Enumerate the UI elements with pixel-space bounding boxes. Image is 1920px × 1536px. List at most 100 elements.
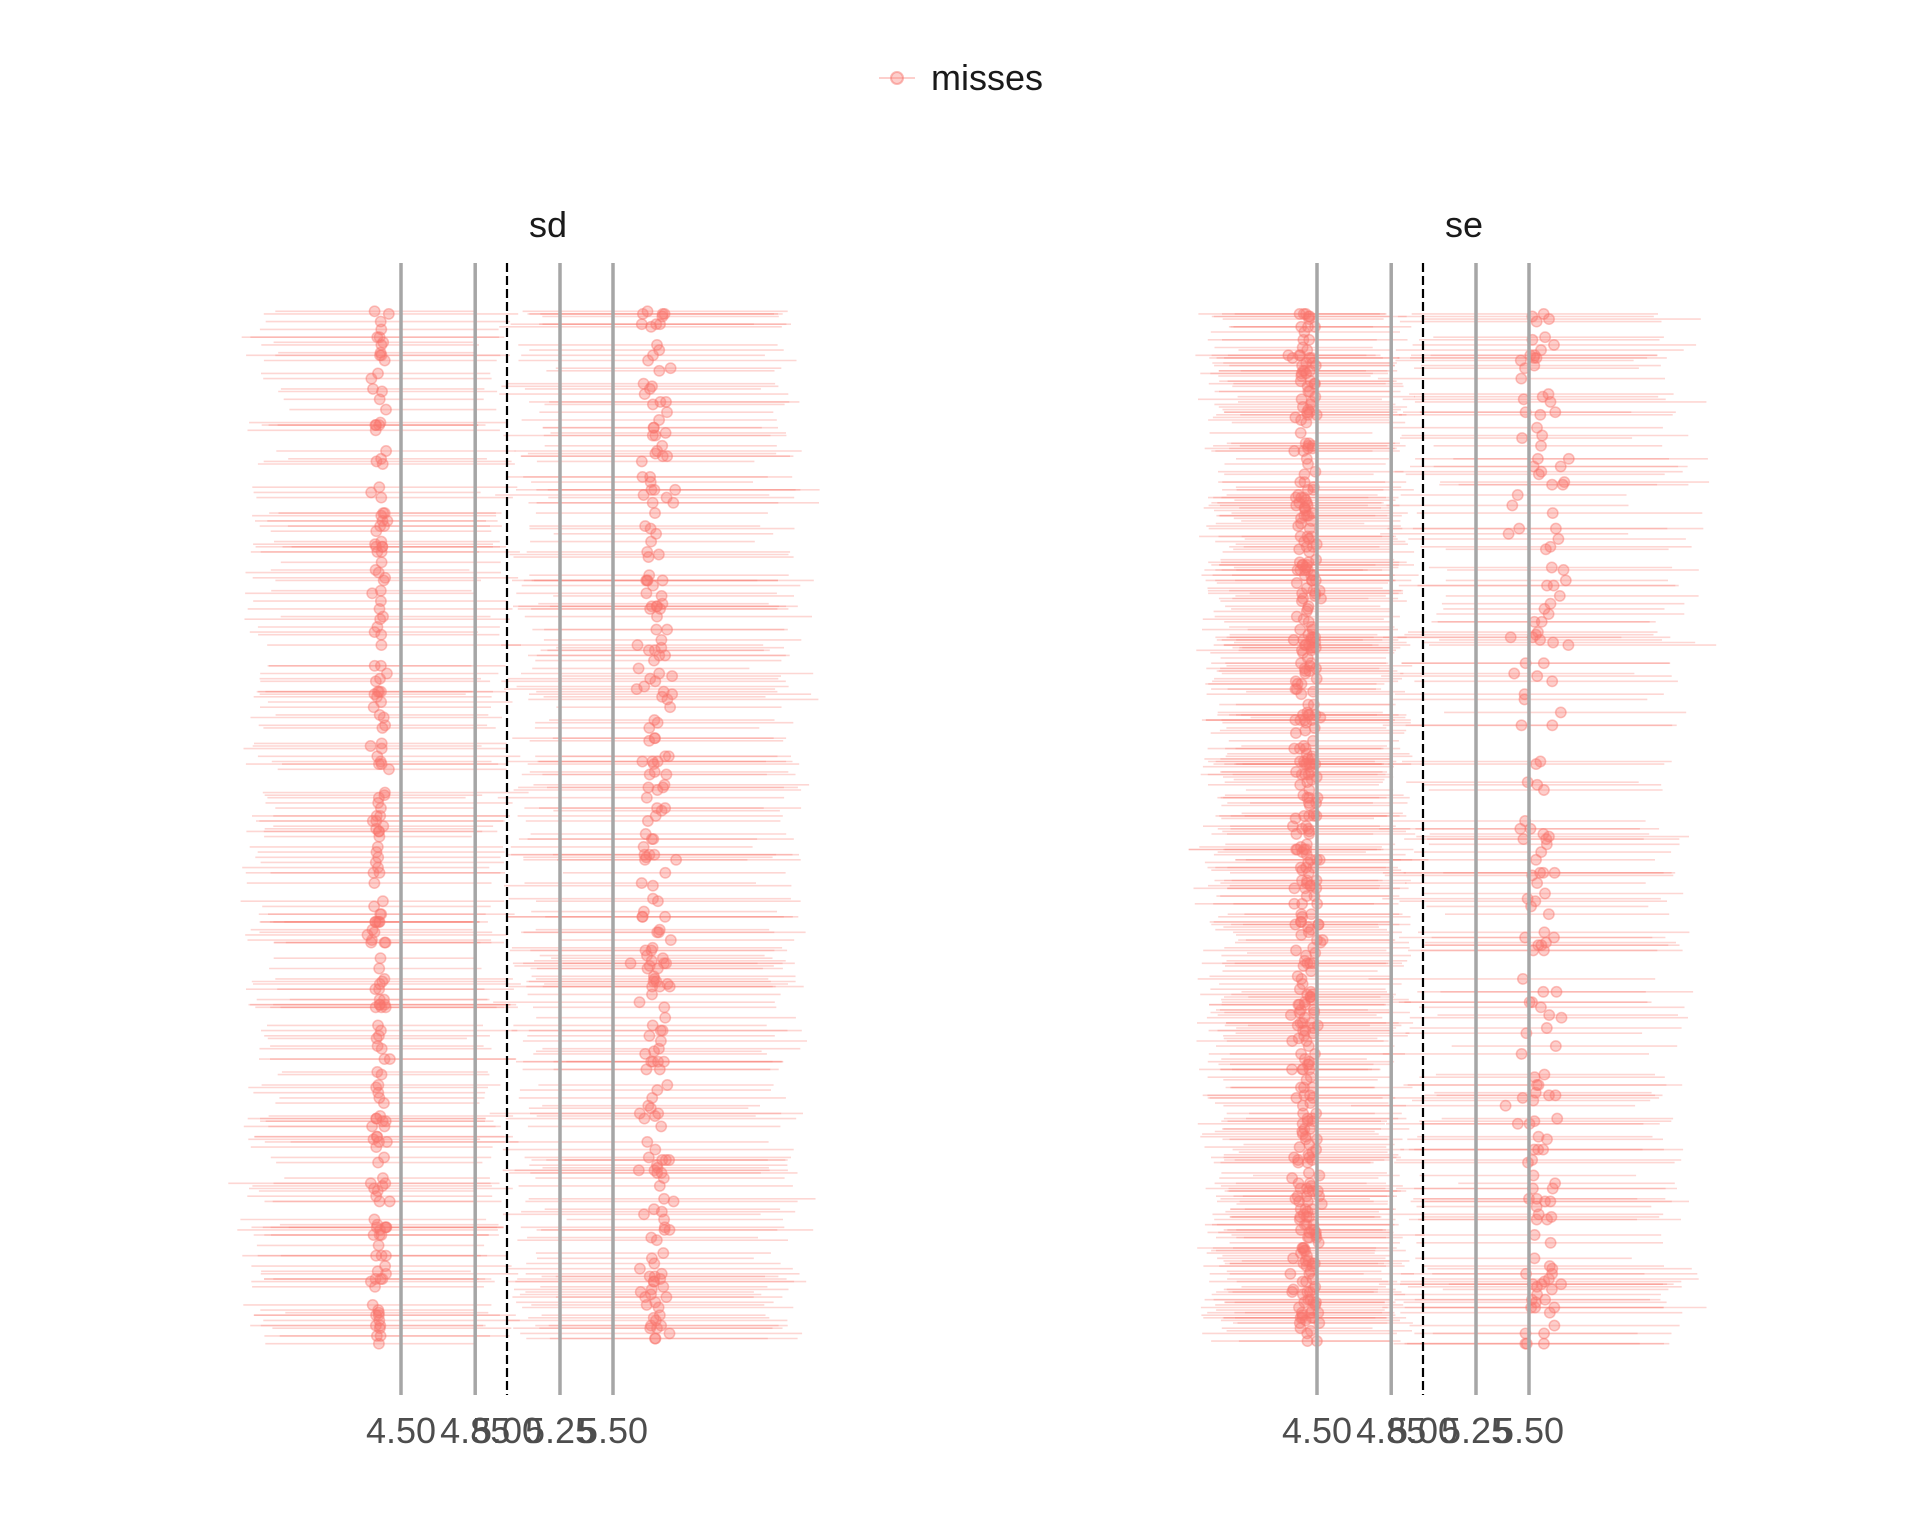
data-point <box>660 491 673 504</box>
data-point <box>1298 569 1311 582</box>
data-point <box>383 1195 396 1208</box>
data-point <box>1302 533 1315 545</box>
data-point <box>661 1079 674 1091</box>
data-point <box>1553 589 1566 602</box>
data-point <box>1300 1218 1313 1231</box>
data-point <box>1303 828 1316 840</box>
data-point <box>642 1099 655 1112</box>
data-point <box>656 1154 669 1166</box>
data-point <box>1535 846 1548 859</box>
data-point <box>1302 822 1315 835</box>
data-point <box>1300 1073 1313 1086</box>
data-point <box>1295 512 1307 525</box>
data-point <box>374 1110 387 1122</box>
data-point <box>1298 501 1311 514</box>
data-point <box>1289 918 1302 931</box>
data-point <box>1552 533 1565 545</box>
data-point <box>377 711 390 724</box>
data-point <box>641 962 654 975</box>
data-point <box>1515 1047 1528 1060</box>
data-point <box>1296 708 1309 721</box>
data-point <box>374 1273 387 1285</box>
data-point <box>645 483 658 496</box>
data-point <box>372 1306 385 1319</box>
data-point <box>646 879 659 892</box>
data-point <box>1303 1063 1316 1076</box>
data-point <box>653 923 666 936</box>
data-point <box>376 514 389 527</box>
data-point <box>1299 665 1312 677</box>
data-point <box>365 934 378 947</box>
data-point <box>651 445 664 457</box>
data-point <box>1542 608 1555 620</box>
data-point <box>372 367 384 380</box>
data-point <box>1293 1317 1306 1329</box>
data-point <box>370 455 383 468</box>
data-point <box>644 1102 657 1115</box>
data-point <box>666 670 679 683</box>
data-point <box>661 623 674 636</box>
data-point <box>645 320 658 333</box>
data-point <box>1297 1257 1310 1270</box>
data-point <box>1558 476 1571 489</box>
data-point <box>1299 998 1311 1011</box>
data-point <box>372 1086 385 1099</box>
data-point <box>642 781 655 794</box>
data-point <box>1300 452 1313 465</box>
data-point <box>1291 1019 1304 1032</box>
data-point <box>657 685 670 698</box>
data-point <box>1289 727 1302 740</box>
data-point <box>373 993 386 1006</box>
data-point <box>1301 564 1314 576</box>
data-point <box>1294 1081 1307 1094</box>
data-point <box>1296 359 1309 372</box>
data-point <box>1301 499 1314 512</box>
data-point <box>371 915 384 928</box>
data-point <box>375 685 387 698</box>
data-point <box>1544 1195 1557 1208</box>
data-point <box>1537 657 1550 670</box>
data-point <box>1303 313 1316 326</box>
data-point <box>375 742 388 755</box>
data-point <box>1302 439 1315 452</box>
data-point <box>380 1221 392 1234</box>
data-point <box>640 1298 653 1311</box>
data-point <box>649 675 662 688</box>
data-point <box>630 683 643 696</box>
data-point <box>1292 1154 1304 1166</box>
data-point <box>1286 1063 1298 1076</box>
x-tick-label: 5.50 <box>1494 1410 1564 1451</box>
data-point <box>1556 478 1569 491</box>
data-point <box>1301 988 1314 1001</box>
data-point <box>1296 978 1309 990</box>
data-point <box>1290 828 1303 840</box>
data-point <box>1296 1309 1309 1322</box>
data-point <box>649 732 661 745</box>
data-point <box>1540 1022 1553 1034</box>
data-point <box>655 1120 668 1133</box>
data-point <box>1303 791 1316 804</box>
data-point <box>1282 349 1295 362</box>
data-point <box>373 481 386 494</box>
data-point <box>1506 499 1519 512</box>
data-point <box>662 750 675 763</box>
data-point <box>1292 1156 1305 1169</box>
data-point <box>1294 1311 1307 1324</box>
data-point <box>1294 840 1307 853</box>
data-point <box>1290 765 1303 778</box>
data-point <box>371 621 384 633</box>
data-point <box>649 507 661 520</box>
data-point <box>1301 1195 1314 1208</box>
data-point <box>1548 338 1560 351</box>
data-point <box>1298 639 1311 652</box>
data-point <box>1537 307 1550 320</box>
data-point <box>1293 1301 1305 1314</box>
x-tick-label: 5.25 <box>1441 1410 1511 1451</box>
data-point <box>368 900 381 913</box>
data-point <box>1301 1112 1314 1125</box>
data-point <box>1541 579 1553 592</box>
data-point <box>1297 959 1310 972</box>
data-point <box>1301 406 1313 419</box>
data-point <box>1297 364 1310 377</box>
data-point <box>1302 708 1315 721</box>
